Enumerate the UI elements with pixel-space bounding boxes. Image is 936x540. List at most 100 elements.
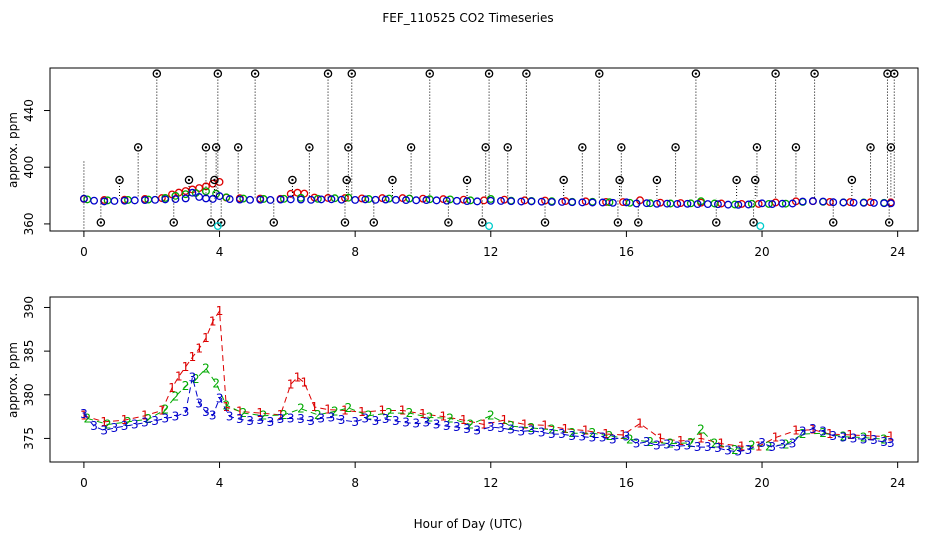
bottom-series-1-point: 1 — [141, 409, 149, 423]
bottom-series-3-point: 3 — [351, 415, 359, 429]
top-reference-point-core — [136, 146, 140, 149]
top-reference-point-core — [481, 221, 484, 224]
top-level-3-point — [568, 198, 577, 207]
bottom-series-3-point: 3 — [246, 414, 254, 428]
top-level-3-point — [432, 196, 441, 205]
bottom-series-2-point: 2 — [406, 406, 414, 420]
top-level-3-point — [517, 197, 526, 206]
bottom-series-2-point: 2 — [646, 435, 654, 449]
top-reference-point — [890, 69, 899, 78]
top-reference-point — [634, 218, 643, 227]
top-reference-point — [210, 175, 219, 185]
bottom-series-1-point: 1 — [809, 423, 817, 437]
top-reference-point — [288, 175, 297, 185]
bottom-series-3-point: 3 — [887, 436, 895, 450]
top-level-3-point — [788, 199, 797, 208]
top-level-3-point — [337, 195, 346, 204]
bottom-series-1-point: 1 — [80, 409, 88, 423]
top-reference-point-core — [893, 72, 896, 75]
bottom-series-1-point: 1 — [222, 400, 230, 414]
top-level-3-point — [208, 195, 217, 203]
bottom-series-2-point: 2 — [487, 409, 495, 423]
bottom-series-2-point: 2 — [667, 437, 675, 451]
bottom-series-2-point: 2 — [365, 409, 373, 423]
bottom-series-3-point: 3 — [216, 391, 224, 405]
top-level-3-point — [412, 196, 421, 205]
top-reference-point-core — [213, 178, 216, 182]
top-level-3-point — [663, 199, 672, 208]
bottom-series-3-point: 3 — [528, 424, 536, 438]
top-reference-point-core — [887, 221, 891, 224]
top-level-3-point — [734, 200, 743, 209]
bottom-series-1-point: 1 — [202, 331, 210, 345]
bottom-series-1-point: 1 — [341, 403, 349, 417]
top-level-3-point — [351, 196, 360, 204]
top-reference-point-core — [326, 72, 330, 75]
bottom-series-2-point: 2 — [528, 421, 536, 435]
top-level-3-point — [744, 200, 753, 209]
bottom-series-3-point: 3 — [643, 435, 651, 449]
top-level-3-point — [266, 196, 275, 204]
bottom-series-3-point: 3 — [372, 414, 380, 428]
bottom-series-1-point: 1 — [846, 428, 854, 442]
bottom-series-3-point: 3 — [579, 430, 587, 444]
top-reference-point — [613, 218, 623, 227]
top-level-3-point — [235, 195, 244, 204]
top-reference-point — [213, 69, 223, 78]
top-level-3-point — [527, 197, 536, 206]
bottom-series-2-point: 2 — [202, 362, 210, 376]
bottom-series-1-point: 1 — [460, 413, 468, 427]
bottom-series-2-point: 2 — [568, 426, 576, 440]
bottom-series-3-point: 3 — [684, 438, 692, 452]
bottom-series-2-point: 2 — [697, 423, 705, 437]
top-reference-point — [444, 218, 453, 227]
top-reference-point-core — [598, 72, 601, 75]
top-level-3-point — [724, 200, 733, 209]
bottom-series-3-point: 3 — [297, 412, 305, 426]
bottom-series-3-point: 3 — [850, 431, 858, 445]
bottom-series-3-point: 3 — [453, 420, 461, 434]
top-reference-point-core — [637, 221, 640, 224]
bottom-x-tick-label: 16 — [619, 476, 634, 490]
top-reference-point — [791, 143, 801, 152]
bottom-series-1-point: 1 — [419, 407, 427, 421]
bottom-series-3-point: 3 — [189, 370, 197, 384]
top-reference-point — [133, 143, 143, 152]
top-reference-point — [751, 175, 760, 185]
top-level-1-point — [215, 178, 224, 186]
bottom-series-1-point: 1 — [182, 360, 190, 374]
top-level-3-point — [642, 199, 651, 208]
top-reference-point-core — [99, 221, 103, 224]
bottom-series-2-point: 2 — [860, 431, 868, 445]
top-reference-point-core — [774, 72, 777, 75]
top-reference-point — [732, 175, 741, 185]
bottom-series-2-point: 2 — [548, 423, 556, 437]
top-level-3-point — [391, 195, 400, 204]
top-level-3-point — [778, 199, 787, 208]
bottom-series-1-point: 1 — [755, 439, 763, 453]
top-reference-point — [305, 143, 314, 152]
bottom-series-3-point: 3 — [673, 439, 681, 453]
bottom-series-3-point: 3 — [443, 419, 451, 433]
top-level-3-point — [869, 198, 878, 207]
top-reference-point-core — [209, 221, 213, 224]
top-x-tick-label: 8 — [351, 245, 359, 259]
top-level-3-point — [632, 199, 641, 208]
top-plot-frame — [49, 67, 919, 232]
bottom-series-3-point: 3 — [236, 412, 244, 426]
bottom-series-2-point: 2 — [426, 410, 434, 424]
bottom-series-3-point: 3 — [151, 414, 159, 428]
bottom-series-3-point: 3 — [100, 424, 108, 438]
bottom-series-3-point: 3 — [758, 436, 766, 450]
bottom-series-3-point: 3 — [328, 410, 336, 424]
bottom-series-2-point: 2 — [104, 417, 112, 431]
top-reference-point-core — [220, 221, 223, 224]
bottom-series-1-point: 1 — [358, 405, 366, 419]
top-level-3-point — [130, 196, 139, 205]
top-reference-point-core — [715, 221, 718, 224]
top-y-tick-label: 360 — [22, 212, 36, 235]
top-level-3-point — [608, 198, 617, 207]
bottom-series-1-point: 1 — [399, 403, 407, 417]
top-reference-point-core — [754, 178, 757, 182]
